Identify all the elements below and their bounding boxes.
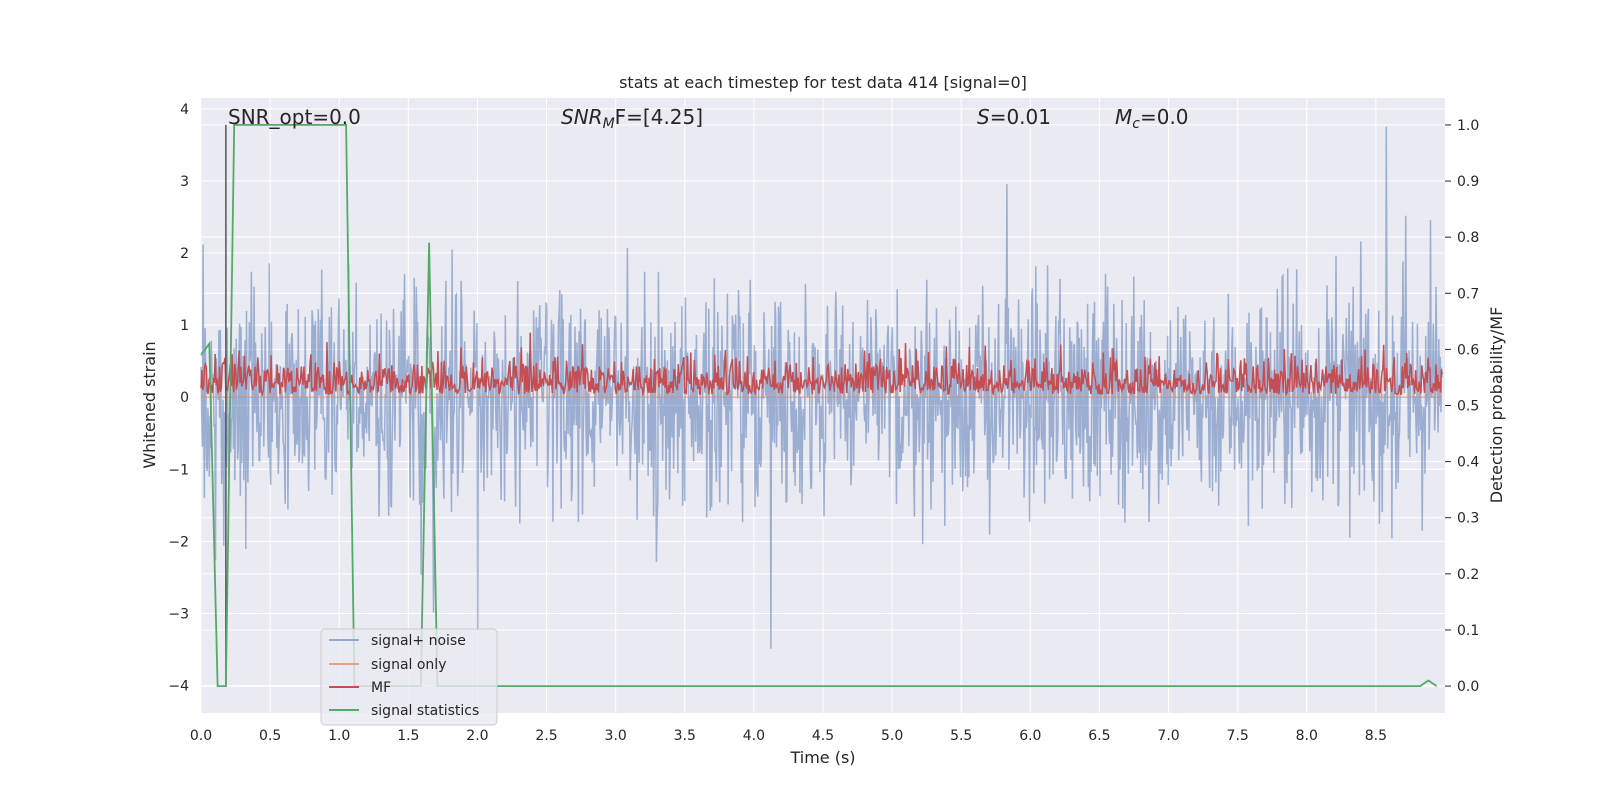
y-tick-label-right: 0.3 [1457, 511, 1479, 527]
y-axis-label-left: Whitened strain [140, 341, 159, 468]
y-tick-label-left: 1 [180, 318, 189, 334]
x-tick-label: 0.5 [259, 728, 281, 744]
annotation-snr-mf: SNRMF=[4.25] [561, 105, 703, 132]
y-tick-label-left: 3 [180, 174, 189, 190]
signal-noise-series [200, 126, 1443, 649]
x-tick-label: 4.0 [743, 728, 765, 744]
axis-ticks: 0.0 0.5 1.0 1.5 2.0 2.5 3.0 3.5 4.0 4.5 5.0 5.5 6.0 6… [168, 102, 1479, 744]
snr-mf-symbol: SNR [561, 105, 603, 129]
x-tick-label: 3.0 [605, 728, 627, 744]
x-tick-label: 2.0 [466, 728, 488, 744]
y-tick-label-right: 0.9 [1457, 174, 1479, 190]
mf-line [200, 332, 1443, 398]
legend-label-mf: MF [371, 680, 391, 696]
x-tick-label: 6.0 [1019, 728, 1041, 744]
snr-mf-subscript: M [603, 116, 615, 132]
y-tick-label-right: 0.6 [1457, 342, 1479, 358]
annotation-snr-opt: SNR_opt=0.0 [228, 105, 361, 129]
x-tick-label: 8.5 [1365, 728, 1387, 744]
legend-box [320, 628, 498, 726]
s-symbol: S [977, 105, 990, 129]
legend-label-signal-statistics: signal statistics [371, 703, 479, 719]
y-tick-label-left: 0 [180, 390, 189, 406]
y-tick-label-right: 0.0 [1457, 679, 1479, 695]
mf-series [200, 332, 1443, 398]
x-tick-label: 8.0 [1296, 728, 1318, 744]
y-tick-label-left: 2 [180, 246, 189, 262]
y-tick-label-right: 0.8 [1457, 230, 1479, 246]
mc-value: =0.0 [1140, 105, 1189, 129]
x-tick-label: 0.0 [190, 728, 212, 744]
y-tick-label-left: −3 [168, 607, 189, 623]
x-tick-label: 1.5 [397, 728, 419, 744]
mc-subscript: c [1132, 116, 1140, 132]
y-tick-label-left: −2 [168, 534, 189, 550]
legend-label-signal-noise: signal+ noise [371, 633, 466, 649]
y-tick-label-right: 0.2 [1457, 567, 1479, 583]
y-tick-label-right: 0.5 [1457, 399, 1479, 415]
x-tick-label: 3.5 [674, 728, 696, 744]
x-tick-label: 5.0 [881, 728, 903, 744]
x-tick-label: 2.5 [535, 728, 557, 744]
signal-noise-line [200, 126, 1443, 649]
s-value: =0.01 [990, 105, 1051, 129]
annotation-mc: Mc=0.0 [1115, 105, 1189, 132]
y-tick-label-right: 1.0 [1457, 118, 1479, 134]
legend: signal+ noise signal only MF signal stat… [320, 628, 498, 726]
y-axis-label-right: Detection probability/MF [1487, 307, 1506, 504]
x-tick-label: 6.5 [1088, 728, 1110, 744]
x-tick-label: 4.5 [812, 728, 834, 744]
y-tick-label-left: −1 [168, 462, 189, 478]
y-tick-label-right: 0.1 [1457, 623, 1479, 639]
mc-symbol: M [1115, 105, 1132, 129]
y-tick-label-right: 0.7 [1457, 286, 1479, 302]
chart-title: stats at each timestep for test data 414… [619, 73, 1027, 92]
y-tick-label-left: −4 [168, 679, 189, 695]
y-tick-label-left: 4 [180, 102, 189, 118]
annotation-s: S=0.01 [977, 105, 1051, 129]
x-tick-label: 1.0 [328, 728, 350, 744]
legend-label-signal-only: signal only [371, 657, 446, 673]
x-axis-label: Time (s) [789, 748, 855, 767]
x-tick-label: 5.5 [950, 728, 972, 744]
snr-mf-value: F=[4.25] [615, 105, 703, 129]
x-tick-label: 7.0 [1157, 728, 1179, 744]
y-tick-label-right: 0.4 [1457, 455, 1479, 471]
x-tick-label: 7.5 [1227, 728, 1249, 744]
